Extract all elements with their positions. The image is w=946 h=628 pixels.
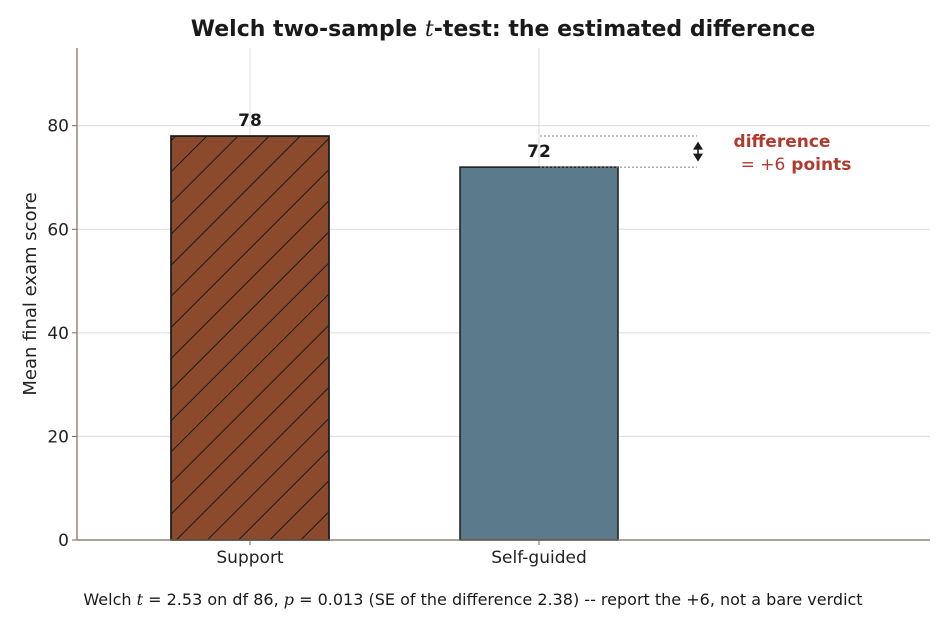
difference-arrow-head-up <box>693 141 703 150</box>
bar-self-guided <box>459 166 619 541</box>
bar-value-label: 72 <box>527 142 551 162</box>
footnote: Welch t = 2.53 on df 86, p = 0.013 (SE o… <box>83 590 862 609</box>
bar-hatch <box>170 135 330 541</box>
y-axis-label: Mean final exam score <box>20 192 41 395</box>
difference-annotation <box>540 135 703 168</box>
bars: 78 72 <box>170 111 619 541</box>
y-tick-label: 20 <box>47 427 69 447</box>
x-tick-label: Self-guided <box>491 548 587 568</box>
difference-arrow-head-down <box>693 153 703 162</box>
y-tick-label: 60 <box>47 220 69 240</box>
y-tick-label: 80 <box>47 117 69 137</box>
annotation-line1: difference <box>734 132 831 152</box>
y-ticks: 0 20 40 60 80 <box>47 117 77 551</box>
y-tick-label: 40 <box>47 324 69 344</box>
x-tick-label: Support <box>216 548 284 568</box>
chart-title: Welch two-sample t-test: the estimated d… <box>191 17 816 42</box>
annotation-line2: = +6 points <box>741 155 852 175</box>
bar-value-label: 78 <box>238 111 262 131</box>
y-tick-label: 0 <box>58 531 69 551</box>
x-ticks: Support Self-guided <box>216 540 587 568</box>
